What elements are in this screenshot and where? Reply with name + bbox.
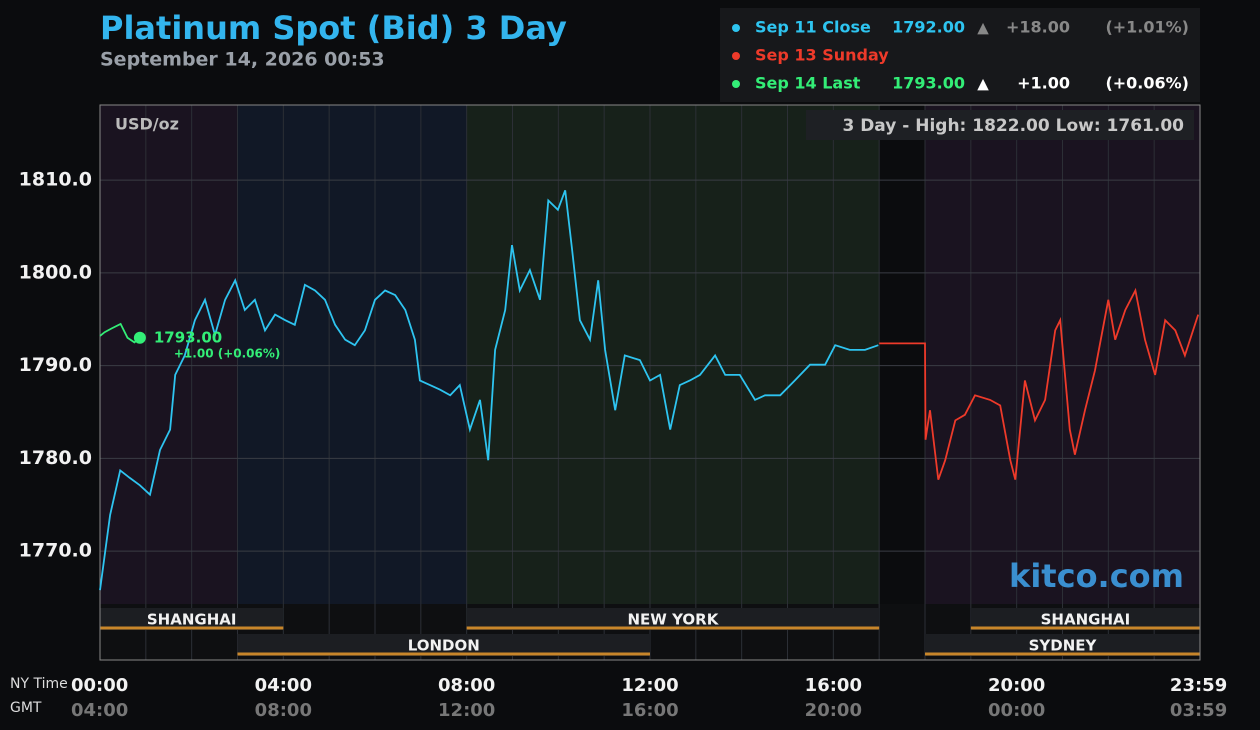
y-tick-label: 1780.0 — [19, 447, 92, 469]
x2-axis-label: GMT — [10, 700, 42, 716]
legend-pct: (+1.01%) — [1105, 18, 1189, 37]
x-tick-label: 12:00 — [621, 675, 678, 696]
legend-pct: (+0.06%) — [1105, 74, 1189, 93]
gmt-tick-label: 12:00 — [438, 700, 495, 721]
session-label: NEW YORK — [628, 611, 720, 629]
legend-price: 1792.00 — [892, 18, 965, 37]
y-tick-label: 1800.0 — [19, 261, 92, 283]
unit-label: USD/oz — [115, 115, 179, 134]
price-line — [879, 287, 1200, 481]
legend-box — [720, 8, 1200, 102]
price-line — [99, 189, 879, 591]
legend-arrow: ▲ — [977, 19, 989, 37]
gmt-tick-label: 00:00 — [988, 700, 1045, 721]
legend-dot — [732, 52, 740, 60]
y-tick-label: 1770.0 — [19, 540, 92, 562]
session-label: SHANGHAI — [147, 611, 237, 629]
watermark: kitco.com — [1009, 557, 1184, 595]
last-point — [133, 331, 146, 344]
legend-change: +18.00 — [1006, 18, 1070, 37]
last-price-label: 1793.00 — [154, 328, 222, 346]
legend-label: Sep 14 Last — [755, 74, 861, 93]
session-shading — [879, 105, 925, 604]
legend-arrow: ▲ — [977, 75, 989, 93]
y-tick-label: 1810.0 — [19, 169, 92, 191]
gmt-tick-label: 20:00 — [805, 700, 862, 721]
legend-label: Sep 13 Sunday — [755, 46, 889, 65]
session-label: LONDON — [408, 637, 480, 655]
session-bar — [466, 608, 880, 630]
session-bar — [970, 608, 1200, 630]
x-tick-label: 23:59 — [1170, 675, 1227, 696]
session-bar — [925, 634, 1200, 656]
session-bar — [237, 634, 650, 656]
legend-dot — [732, 24, 740, 32]
gmt-tick-label: 08:00 — [255, 700, 312, 721]
legend-label: Sep 11 Close — [755, 18, 871, 37]
gmt-tick-label: 03:59 — [1170, 700, 1227, 721]
last-change-label: +1.00 (+0.06%) — [174, 346, 281, 360]
x-axis-label: NY Time — [10, 676, 68, 692]
chart-title: Platinum Spot (Bid) 3 Day — [100, 9, 567, 47]
legend-change: +1.00 — [1017, 74, 1070, 93]
y-tick-label: 1790.0 — [19, 354, 92, 376]
x-tick-label: 16:00 — [805, 675, 862, 696]
price-line — [99, 322, 141, 344]
subtitle: September 14, 2026 00:53 — [100, 49, 385, 71]
session-shading — [237, 105, 467, 604]
session-label: SHANGHAI — [1041, 611, 1131, 629]
x-tick-label: 00:00 — [71, 675, 128, 696]
range-label: 3 Day - High: 1822.00 Low: 1761.00 — [842, 116, 1184, 136]
gmt-tick-label: 04:00 — [71, 700, 128, 721]
legend-price: 1793.00 — [892, 74, 965, 93]
legend-dot — [732, 80, 740, 88]
gmt-tick-label: 16:00 — [621, 700, 678, 721]
plot-border — [99, 104, 1201, 661]
x-tick-label: 20:00 — [988, 675, 1045, 696]
session-shading — [466, 105, 880, 604]
session-label: SYDNEY — [1029, 637, 1098, 655]
range-box — [806, 110, 1194, 140]
x-tick-label: 08:00 — [438, 675, 495, 696]
session-bar — [100, 608, 284, 630]
x-tick-label: 04:00 — [255, 675, 312, 696]
session-shading — [100, 105, 238, 604]
